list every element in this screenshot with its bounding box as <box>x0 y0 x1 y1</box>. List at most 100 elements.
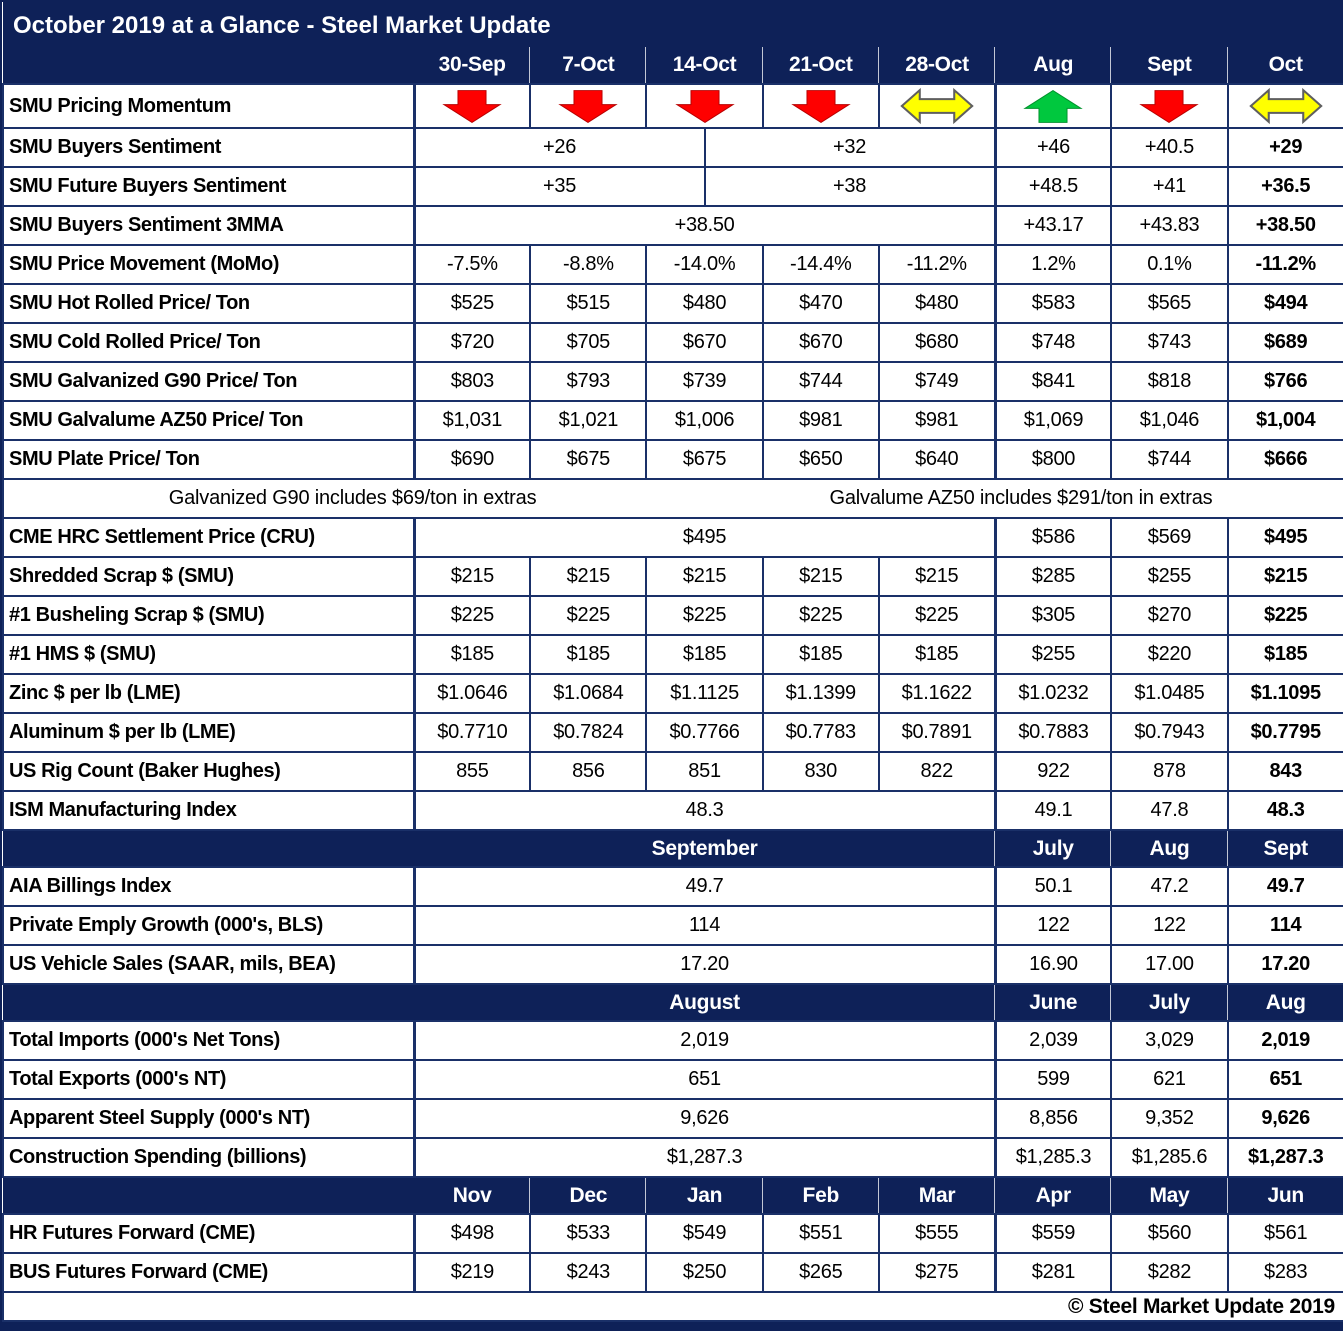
col-header: 28-Oct <box>878 47 996 84</box>
value-cell: 114 <box>1226 905 1343 946</box>
value-cell: $1.0684 <box>529 673 648 714</box>
value-cell: -14.0% <box>645 244 764 285</box>
section-header-august: August June July Aug <box>3 984 1343 1021</box>
momentum-sideways-icon <box>1248 87 1323 125</box>
row-total-imports: Total Imports (000's Net Tons) 2,019 2,039… <box>2 1020 1343 1061</box>
value-cell: $255 <box>993 634 1113 675</box>
value-cell: $525 <box>412 283 532 324</box>
value-cell: $494 <box>1226 283 1343 324</box>
value-cell: 17.00 <box>1110 944 1229 985</box>
value-cell: $285 <box>993 556 1113 597</box>
row-label: Total Imports (000's Net Tons) <box>2 1020 416 1061</box>
value-cell: $1.0646 <box>412 673 532 714</box>
momentum-cell <box>877 83 997 129</box>
value-cell: +38.50 <box>412 205 997 246</box>
header-label-spacer <box>3 984 414 1021</box>
value-cell: $270 <box>1110 595 1229 636</box>
value-cell: $670 <box>645 322 764 363</box>
value-cell: $185 <box>645 634 764 675</box>
momentum-down-icon <box>442 89 503 123</box>
value-cell: $586 <box>993 517 1113 558</box>
value-cell: 822 <box>877 751 997 792</box>
col-header: Mar <box>878 1177 996 1214</box>
col-header: 30-Sep <box>414 47 531 84</box>
value-cell: $549 <box>645 1213 764 1254</box>
value-cell: $743 <box>1110 322 1229 363</box>
value-cell: $561 <box>1226 1213 1343 1254</box>
col-header: Jun <box>1227 1177 1343 1214</box>
value-cell: $225 <box>645 595 764 636</box>
row-smu-cold-rolled-price: SMU Cold Rolled Price/ Ton $720 $705 $670 $6… <box>2 322 1343 363</box>
value-cell: $803 <box>412 361 532 402</box>
momentum-down-icon <box>1139 89 1200 123</box>
value-cell: $551 <box>761 1213 880 1254</box>
value-cell: +26 <box>413 127 706 168</box>
value-cell: 114 <box>412 905 997 946</box>
value-cell: $739 <box>645 361 764 402</box>
galvanized-extras-note: Galvanized G90 includes $69/ton in extra… <box>168 487 537 509</box>
value-cell: $744 <box>1110 439 1229 480</box>
value-cell: $749 <box>877 361 997 402</box>
row-label: US Vehicle Sales (SAAR, mils, BEA) <box>2 944 416 985</box>
row-label: SMU Galvanized G90 Price/ Ton <box>2 361 416 402</box>
extras-note-cell: Galvanized G90 includes $69/ton in extra… <box>2 478 1343 519</box>
value-cell: $569 <box>1110 517 1229 558</box>
value-cell: $185 <box>1226 634 1343 675</box>
value-cell: $220 <box>1110 634 1229 675</box>
value-cell: $560 <box>1110 1213 1229 1254</box>
momentum-down-icon <box>558 89 619 123</box>
col-header: September <box>414 830 996 867</box>
momentum-cell <box>761 83 880 129</box>
value-cell: $265 <box>761 1252 880 1293</box>
bottom-navy-bar <box>2 1322 1341 1329</box>
row-label: BUS Futures Forward (CME) <box>2 1252 416 1293</box>
col-header: May <box>1111 1177 1228 1214</box>
page-title: October 2019 at a Glance - Steel Market … <box>3 2 1343 47</box>
value-cell: $215 <box>761 556 880 597</box>
row-smu-plate-price: SMU Plate Price/ Ton $690 $675 $675 $650 $640… <box>2 439 1343 480</box>
section-header-futures-months: Nov Dec Jan Feb Mar Apr May Jun <box>3 1177 1343 1214</box>
value-cell: 2,039 <box>993 1020 1113 1061</box>
value-cell: 122 <box>993 905 1113 946</box>
momentum-sideways-icon <box>900 87 974 125</box>
value-cell: $215 <box>645 556 764 597</box>
row-apparent-steel-supply: Apparent Steel Supply (000's NT) 9,626 8,8… <box>2 1098 1343 1139</box>
value-cell: $1,069 <box>993 400 1113 441</box>
row-smu-hot-rolled-price: SMU Hot Rolled Price/ Ton $525 $515 $480 $47… <box>2 283 1343 324</box>
row-us-vehicle-sales: US Vehicle Sales (SAAR, mils, BEA) 17.20 1… <box>2 944 1343 985</box>
col-header: Aug <box>1111 830 1228 867</box>
value-cell: -8.8% <box>529 244 648 285</box>
row-label: Total Exports (000's NT) <box>2 1059 416 1100</box>
galvalume-extras-note: Galvalume AZ50 includes $291/ton in extr… <box>829 487 1213 509</box>
value-cell: $583 <box>993 283 1113 324</box>
value-cell: $818 <box>1110 361 1229 402</box>
row-label: #1 Busheling Scrap $ (SMU) <box>2 595 416 636</box>
value-cell: $225 <box>1226 595 1343 636</box>
momentum-cell <box>993 83 1113 129</box>
momentum-cell <box>1110 83 1229 129</box>
row-aluminum-per-lb: Aluminum $ per lb (LME) $0.7710 $0.7824 $0.… <box>2 712 1343 753</box>
value-cell: 830 <box>761 751 880 792</box>
col-header: Dec <box>530 1177 647 1214</box>
value-cell: $565 <box>1110 283 1229 324</box>
row-bus-futures-forward: BUS Futures Forward (CME) $219 $243 $250 $26… <box>2 1252 1343 1293</box>
header-label-spacer <box>3 830 414 867</box>
value-cell: 651 <box>1226 1059 1343 1100</box>
value-cell: $1,004 <box>1226 400 1343 441</box>
value-cell: $705 <box>529 322 648 363</box>
value-cell: $498 <box>412 1213 532 1254</box>
value-cell: $689 <box>1226 322 1343 363</box>
value-cell: +41 <box>1110 166 1229 207</box>
row-smu-price-movement-momo: SMU Price Movement (MoMo) -7.5% -8.8% -14.0… <box>2 244 1343 285</box>
value-cell: +46 <box>993 127 1113 168</box>
row-zinc-per-lb: Zinc $ per lb (LME) $1.0646 $1.0684 $1.1125… <box>2 673 1343 714</box>
value-cell: 47.2 <box>1110 866 1229 907</box>
row-smu-future-buyers-sentiment: SMU Future Buyers Sentiment +35 +38 +48.5 +4… <box>2 166 1343 207</box>
value-cell: $0.7766 <box>645 712 764 753</box>
value-cell: +40.5 <box>1110 127 1229 168</box>
momentum-up-icon <box>1023 89 1084 123</box>
value-cell: 851 <box>645 751 764 792</box>
value-cell: $841 <box>993 361 1113 402</box>
value-cell: $680 <box>877 322 997 363</box>
value-cell: $283 <box>1226 1252 1343 1293</box>
